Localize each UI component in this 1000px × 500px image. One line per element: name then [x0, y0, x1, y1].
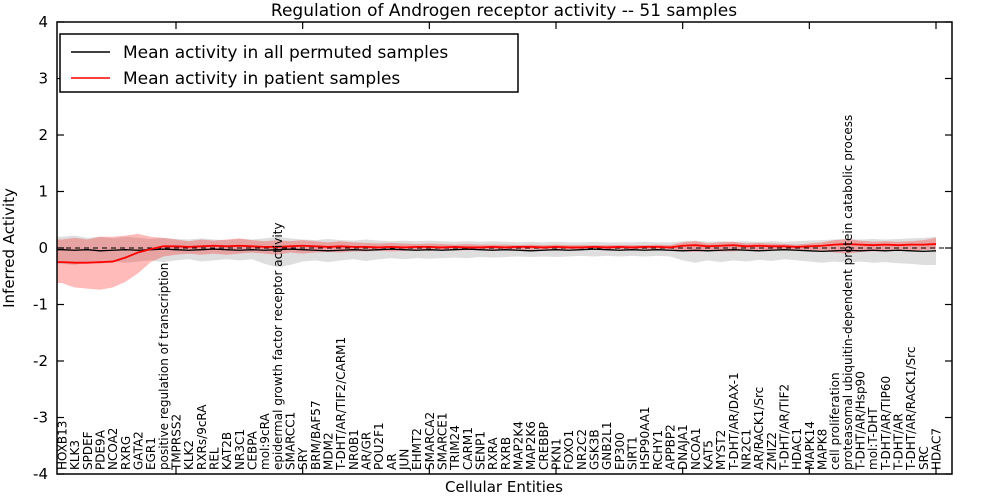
x-category-label: RXRB [499, 437, 513, 470]
y-tick-label: 1 [38, 183, 48, 201]
x-category-label: HDAC1 [790, 428, 804, 470]
y-tick-label: -4 [33, 465, 48, 483]
x-category-label: NR2C2 [575, 429, 589, 470]
x-category-label: SIRT1 [626, 436, 640, 470]
axis-ticks: 4 3 2 1 0 -1 -2 -3 -4 [33, 13, 952, 483]
y-tick-label: 3 [38, 70, 48, 88]
x-category-label: APPBP2 [664, 424, 678, 470]
x-category-label: RXRs/9cRA [195, 404, 209, 470]
x-category-label: HOXB13 [56, 421, 70, 470]
x-category-label: SRY [296, 447, 310, 470]
x-category-label: NCOA2 [106, 428, 120, 470]
x-category-label: SMARCA2 [423, 412, 437, 470]
x-category-label: T-DHT/AR/TIF2/CARM1 [334, 337, 348, 471]
x-category-label: GNB2L1 [600, 422, 614, 470]
x-category-label: KAT5 [702, 440, 716, 470]
x-category-label: T-DHT/AR/RACK1/Src [904, 347, 918, 471]
x-category-label: POU2F1 [372, 422, 386, 470]
x-category-label: MAPK8 [816, 429, 830, 470]
x-category-label: PDE9A [94, 429, 108, 470]
legend-box [59, 33, 519, 93]
plot-border [56, 21, 953, 475]
x-category-label: mol:T-DHT [866, 407, 880, 470]
y-tick-label: -2 [33, 352, 48, 370]
x-category-label: CREBBP [537, 422, 551, 470]
x-category-label: TMPRSS2 [170, 414, 184, 471]
mean-lines [57, 243, 952, 264]
y-tick-label: -1 [33, 296, 48, 314]
x-category-label: T-DHT/AR/DAX-1 [727, 372, 741, 471]
x-category-label: T-DHT/AR [892, 413, 906, 471]
x-category-label: SPDEF [81, 431, 95, 470]
x-category-label: MAPK14 [803, 421, 817, 470]
y-tick-label: -3 [33, 409, 48, 427]
x-category-label: NR0B1 [347, 429, 361, 470]
x-category-labels: HOXB13KLK3SPDEFPDE9ANCOA2RXRGGATA2EGR1po… [56, 115, 944, 471]
x-category-label: epidermal growth factor receptor activit… [271, 223, 285, 470]
legend-label-patient: Mean activity in patient samples [123, 69, 400, 89]
x-category-label: CARM1 [461, 427, 475, 470]
x-category-label: MAP2K6 [524, 421, 538, 470]
x-axis-label: Cellular Entities [445, 478, 563, 496]
x-category-label: CEBPA [246, 430, 260, 470]
x-category-label: proteasomal ubiquitin-dependent protein … [841, 115, 855, 470]
x-category-label: AR/RACK1/Src [752, 387, 766, 470]
y-tick-label: 4 [38, 13, 48, 31]
x-category-label: DNAJA1 [676, 424, 690, 470]
confidence-bands [57, 233, 936, 290]
x-category-label: HDAC7 [930, 428, 944, 470]
x-category-label: NR3C1 [233, 429, 247, 470]
x-category-label: KLK2 [182, 440, 196, 470]
x-category-label: EP300 [613, 432, 627, 470]
x-category-label: cell proliferation [828, 372, 842, 470]
permuted-band [57, 235, 936, 268]
x-category-label: HSP90AA1 [638, 406, 652, 470]
x-category-label: T-DHT/AR/TIP60 [879, 376, 893, 471]
legend: Mean activity in all permuted samples Me… [59, 33, 519, 93]
x-category-label: GATA2 [132, 431, 146, 470]
x-category-label: KAT2B [220, 432, 234, 470]
patient-mean-line [57, 243, 937, 264]
x-category-label: mol:9cRA [258, 413, 272, 470]
x-category-label: NR2C1 [740, 429, 754, 470]
x-category-label: SMARCC1 [284, 412, 298, 470]
y-tick-label: 2 [38, 126, 48, 144]
x-category-label: RXRA [486, 437, 500, 470]
x-category-label: T-DHT/AR/TIF2 [778, 384, 792, 471]
x-category-label: AR/GR [360, 432, 374, 470]
x-category-label: MAP2K4 [512, 421, 526, 470]
x-category-label: BRM/BAF57 [309, 400, 323, 470]
x-category-label: REL [208, 447, 222, 470]
y-tick-label: 0 [38, 239, 48, 257]
x-category-label: TRIM24 [448, 425, 462, 471]
x-category-label: T-DHT/AR/Hsp90 [854, 371, 868, 471]
x-category-label: PKN1 [550, 438, 564, 470]
x-category-label: AR [385, 453, 399, 470]
x-category-label: NCOA1 [689, 428, 703, 470]
chart-title: Regulation of Androgen receptor activity… [271, 1, 737, 21]
x-category-label: MDM2 [322, 432, 336, 470]
x-category-label: EGR1 [144, 437, 158, 470]
x-category-label: SRC [917, 446, 931, 470]
x-category-label: ZMIZ2 [765, 432, 779, 470]
x-category-label: RXRG [119, 436, 133, 470]
x-category-label: JUN [398, 449, 412, 471]
x-category-label: MYST2 [714, 430, 728, 470]
x-category-label: GSK3B [588, 429, 602, 470]
permuted-mean-line [57, 248, 937, 253]
x-category-label: positive regulation of transcription [157, 263, 171, 470]
x-category-label: SMARCE1 [436, 412, 450, 470]
x-category-label: EHMT2 [410, 428, 424, 470]
y-axis-label: Inferred Activity [0, 188, 18, 308]
x-category-label: RCHY1 [651, 430, 665, 470]
x-category-label: KLK3 [68, 440, 82, 470]
x-category-label: SENP1 [474, 431, 488, 470]
x-category-label: FOXO1 [562, 430, 576, 470]
legend-label-permuted: Mean activity in all permuted samples [123, 43, 448, 63]
